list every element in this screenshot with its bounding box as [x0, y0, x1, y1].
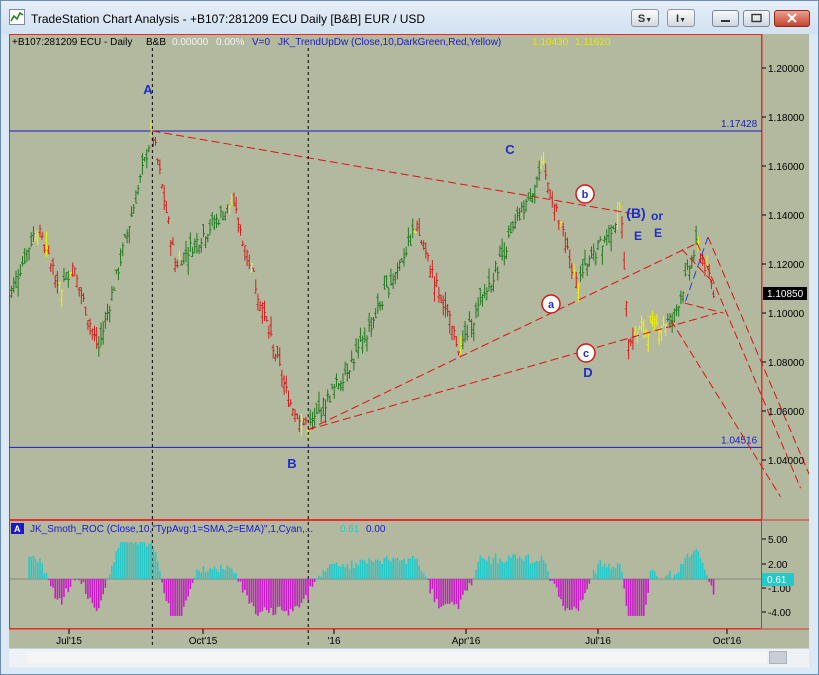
- last-price-label: 1.10850: [767, 289, 804, 300]
- osc-indicator-name: JK_Smoth_ROC (Close,10,"TypAvg:1=SMA,2=E…: [30, 524, 313, 535]
- price-axis-panel[interactable]: [762, 34, 809, 520]
- price-tick-label: 1.04000: [768, 456, 805, 467]
- trend-line: [696, 242, 802, 489]
- wave-label-c: c: [583, 348, 589, 360]
- level-label: 1.17428: [721, 119, 758, 130]
- wave-label-BB: (B): [626, 205, 645, 221]
- trend-line: [707, 236, 812, 480]
- app-icon: [9, 9, 25, 25]
- chart-svg[interactable]: 1.17428 1.04516 A B C D E (B) or Ea b c 1.20000 1.1…: [5, 34, 812, 648]
- wave-label-E2: E: [654, 226, 662, 240]
- osc-current-box: [762, 573, 794, 586]
- price-header-value: 0.00000: [172, 37, 209, 48]
- price-header-ind-val1: 1.10430: [532, 37, 569, 48]
- wave-label-C: C: [505, 142, 515, 157]
- osc-tick-label: -4.00: [768, 608, 791, 619]
- price-tick-label: 1.16000: [768, 162, 805, 173]
- trend-line: [308, 312, 718, 431]
- price-tick-label: 1.18000: [768, 113, 805, 124]
- wave-circle: [575, 184, 595, 204]
- osc-val1: 0.61: [340, 524, 360, 535]
- wave-circle: [576, 343, 596, 363]
- scroll-thumb[interactable]: [769, 651, 787, 664]
- maximize-icon: [751, 13, 762, 23]
- price-header-study: B&B: [146, 37, 166, 48]
- trend-line: [684, 302, 724, 314]
- close-icon: [787, 13, 797, 23]
- date-tick-label: Jul'16: [585, 636, 611, 647]
- scroll-track[interactable]: [27, 652, 767, 663]
- close-button[interactable]: [774, 10, 810, 27]
- date-tick-label: Apr'16: [452, 636, 481, 647]
- wave-label-E1: E: [634, 229, 642, 243]
- osc-val2: 0.00: [366, 524, 386, 535]
- wave-label-a: a: [548, 299, 555, 311]
- maximize-button[interactable]: [743, 10, 770, 27]
- window-title: TradeStation Chart Analysis - +B107:2812…: [31, 12, 426, 26]
- wave-label-or: or: [651, 209, 663, 223]
- date-tick-label: '16: [327, 636, 340, 647]
- level-label: 1.04516: [721, 435, 758, 446]
- minimize-icon: [721, 20, 730, 22]
- i-menu-button[interactable]: I▼: [667, 9, 695, 27]
- price-tick-label: 1.06000: [768, 407, 805, 418]
- trend-line: [670, 320, 781, 498]
- date-tick-label: Oct'15: [189, 636, 218, 647]
- s-button-label: S: [637, 13, 646, 25]
- wave-label-B: B: [287, 456, 296, 471]
- price-tick-label: 1.20000: [768, 64, 805, 75]
- last-price-box: [763, 287, 807, 300]
- i-button-label: I: [676, 13, 680, 25]
- title-bar[interactable]: TradeStation Chart Analysis - +B107:2812…: [1, 1, 818, 34]
- price-header-ind-val2: 1.11620: [575, 37, 611, 48]
- trend-line: [681, 248, 715, 284]
- minimize-button[interactable]: [712, 10, 739, 27]
- dropdown-arrow-icon: ▼: [679, 17, 686, 24]
- wave-label-D: D: [583, 365, 592, 380]
- price-header-volume: V=0: [252, 37, 271, 48]
- price-tick-label: 1.12000: [768, 260, 805, 271]
- osc-current-label: 0.61: [767, 575, 787, 586]
- wave-circle: [541, 294, 561, 314]
- price-header-pct: 0.00%: [216, 37, 244, 48]
- price-header-indicator: JK_TrendUpDw (Close,10,DarkGreen,Red,Yel…: [278, 37, 501, 48]
- price-tick-label: 1.08000: [768, 358, 805, 369]
- date-tick-label: Oct'16: [713, 636, 742, 647]
- osc-tick-label: -1.00: [768, 584, 791, 595]
- price-tick-label: 1.14000: [768, 211, 805, 222]
- osc-marker-label: A: [14, 524, 21, 534]
- osc-tick-label: 2.00: [768, 560, 788, 571]
- price-header-symbol: +B107:281209 ECU - Daily: [12, 37, 132, 48]
- trend-line: [152, 130, 641, 216]
- price-tick-label: 1.10000: [768, 309, 805, 320]
- osc-tick-label: 5.00: [768, 535, 788, 546]
- dropdown-arrow-icon: ▼: [645, 17, 653, 24]
- date-tick-label: Jul'15: [56, 636, 82, 647]
- wave-label-b: b: [582, 189, 589, 201]
- horizontal-scrollbar[interactable]: [9, 648, 809, 667]
- s-menu-button[interactable]: S▼: [631, 9, 659, 27]
- wave-label-A: A: [143, 82, 153, 97]
- osc-marker-box[interactable]: [11, 523, 24, 534]
